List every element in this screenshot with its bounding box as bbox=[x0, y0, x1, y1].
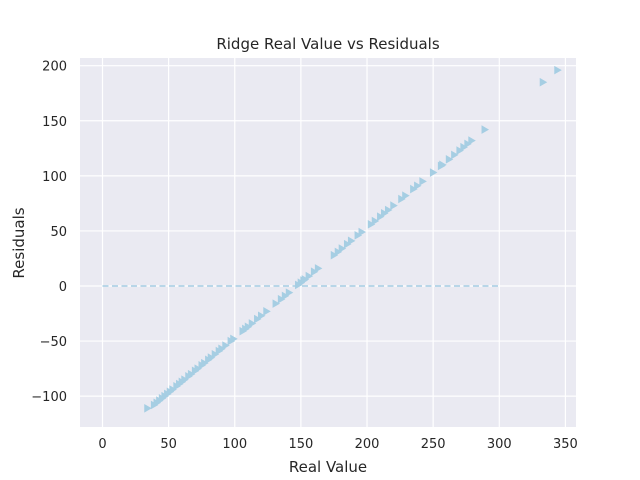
data-point bbox=[429, 168, 438, 177]
tick-labels: 0 50 100 150 200 250 300 350 −100 −50 0 50 100 150 200 bbox=[31, 60, 578, 452]
x-tick-label: 250 bbox=[421, 437, 446, 452]
data-point bbox=[230, 334, 238, 344]
data-point bbox=[254, 314, 262, 324]
x-tick-label: 300 bbox=[487, 437, 512, 452]
y-tick-label: 50 bbox=[50, 225, 67, 240]
chart-title: Ridge Real Value vs Residuals bbox=[216, 35, 440, 53]
x-tick-label: 100 bbox=[222, 437, 247, 452]
data-point bbox=[343, 239, 352, 249]
data-point bbox=[456, 146, 464, 155]
data-points bbox=[144, 65, 562, 413]
data-point bbox=[554, 65, 562, 75]
data-point bbox=[187, 369, 196, 379]
data-point bbox=[377, 212, 385, 221]
data-point bbox=[347, 236, 356, 246]
data-point bbox=[445, 155, 454, 164]
data-point bbox=[211, 350, 220, 359]
y-tick-label: 150 bbox=[42, 115, 67, 130]
data-point bbox=[481, 125, 490, 134]
x-tick-label: 200 bbox=[355, 437, 380, 452]
data-point bbox=[330, 250, 339, 260]
data-point bbox=[181, 375, 189, 384]
data-point bbox=[207, 353, 216, 362]
data-point bbox=[390, 201, 398, 210]
data-point bbox=[460, 142, 468, 152]
x-axis-label: Real Value bbox=[289, 458, 367, 476]
data-point bbox=[439, 160, 447, 170]
data-point bbox=[371, 216, 380, 226]
y-tick-label: 100 bbox=[42, 170, 67, 185]
data-point bbox=[419, 177, 427, 186]
data-point bbox=[402, 191, 410, 200]
data-point bbox=[285, 288, 294, 297]
data-point bbox=[384, 205, 393, 215]
data-point bbox=[144, 403, 152, 413]
data-point bbox=[468, 136, 476, 145]
y-tick-label: 0 bbox=[59, 280, 67, 295]
data-point bbox=[301, 275, 310, 284]
data-point bbox=[381, 209, 389, 218]
y-tick-label: −50 bbox=[40, 335, 67, 350]
x-tick-label: 350 bbox=[553, 437, 578, 452]
data-point bbox=[258, 311, 266, 321]
data-point bbox=[398, 194, 406, 204]
data-point bbox=[410, 184, 418, 194]
data-point bbox=[194, 364, 203, 373]
data-point bbox=[338, 244, 347, 253]
data-point bbox=[367, 220, 376, 229]
data-point bbox=[244, 322, 253, 332]
data-point bbox=[354, 231, 363, 240]
data-point bbox=[464, 139, 472, 149]
data-point bbox=[310, 267, 319, 276]
data-point bbox=[248, 319, 257, 328]
data-point bbox=[281, 291, 290, 301]
data-point bbox=[539, 77, 548, 87]
data-point bbox=[334, 247, 343, 257]
data-point bbox=[272, 299, 281, 308]
plot-area bbox=[80, 58, 576, 427]
x-tick-label: 50 bbox=[160, 437, 177, 452]
y-tick-label: 200 bbox=[42, 60, 67, 75]
data-point bbox=[414, 181, 422, 191]
x-tick-label: 0 bbox=[98, 437, 106, 452]
data-point bbox=[201, 358, 209, 368]
x-tick-label: 150 bbox=[288, 437, 313, 452]
y-axis-label: Residuals bbox=[10, 207, 28, 278]
data-point bbox=[218, 344, 226, 354]
data-point bbox=[263, 307, 271, 316]
y-tick-label: −100 bbox=[31, 390, 67, 405]
data-point bbox=[222, 341, 230, 350]
data-point bbox=[314, 264, 323, 273]
data-point bbox=[169, 385, 177, 394]
data-point bbox=[451, 150, 459, 160]
data-point bbox=[305, 271, 314, 281]
data-point bbox=[277, 294, 286, 304]
data-point bbox=[358, 227, 367, 237]
